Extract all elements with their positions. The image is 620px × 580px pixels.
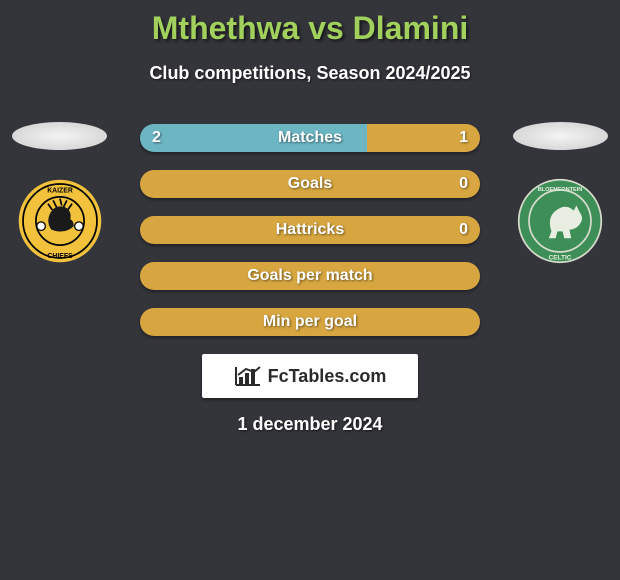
page-title: Mthethwa vs Dlamini (0, 0, 620, 47)
stat-label: Goals per match (140, 262, 480, 290)
stat-row: Matches2 1 (140, 124, 480, 152)
svg-text:CHIEFS: CHIEFS (47, 253, 73, 260)
stat-row: Goals0 (140, 170, 480, 198)
svg-text:KAIZER: KAIZER (47, 188, 73, 195)
stat-bars: Matches21Goals0Hattricks0Goals per match… (140, 124, 480, 354)
stat-right-value: 0 (459, 170, 468, 198)
stat-row: Hattricks0 (140, 216, 480, 244)
left-team-crest: KAIZER CHIEFS (17, 178, 103, 264)
stat-row: Goals per match (140, 262, 480, 290)
chart-icon (234, 365, 262, 387)
stat-label: Goals (140, 170, 480, 198)
stat-left-value: 2 (152, 124, 161, 152)
stat-label: Hattricks (140, 216, 480, 244)
watermark-text: FcTables.com (268, 366, 387, 387)
right-shadow-ellipse (513, 122, 608, 150)
stat-label: Min per goal (140, 308, 480, 336)
watermark-box: FcTables.com (202, 354, 418, 398)
page-subtitle: Club competitions, Season 2024/2025 (0, 63, 620, 84)
svg-text:CELTIC: CELTIC (549, 255, 572, 262)
stat-right-value: 1 (459, 124, 468, 152)
stat-label: Matches (140, 124, 480, 152)
right-team-crest: BLOEMFONTEIN CELTIC (517, 178, 603, 264)
svg-text:BLOEMFONTEIN: BLOEMFONTEIN (538, 187, 583, 193)
left-shadow-ellipse (12, 122, 107, 150)
stat-row: Min per goal (140, 308, 480, 336)
date-text: 1 december 2024 (0, 414, 620, 435)
stat-right-value: 0 (459, 216, 468, 244)
